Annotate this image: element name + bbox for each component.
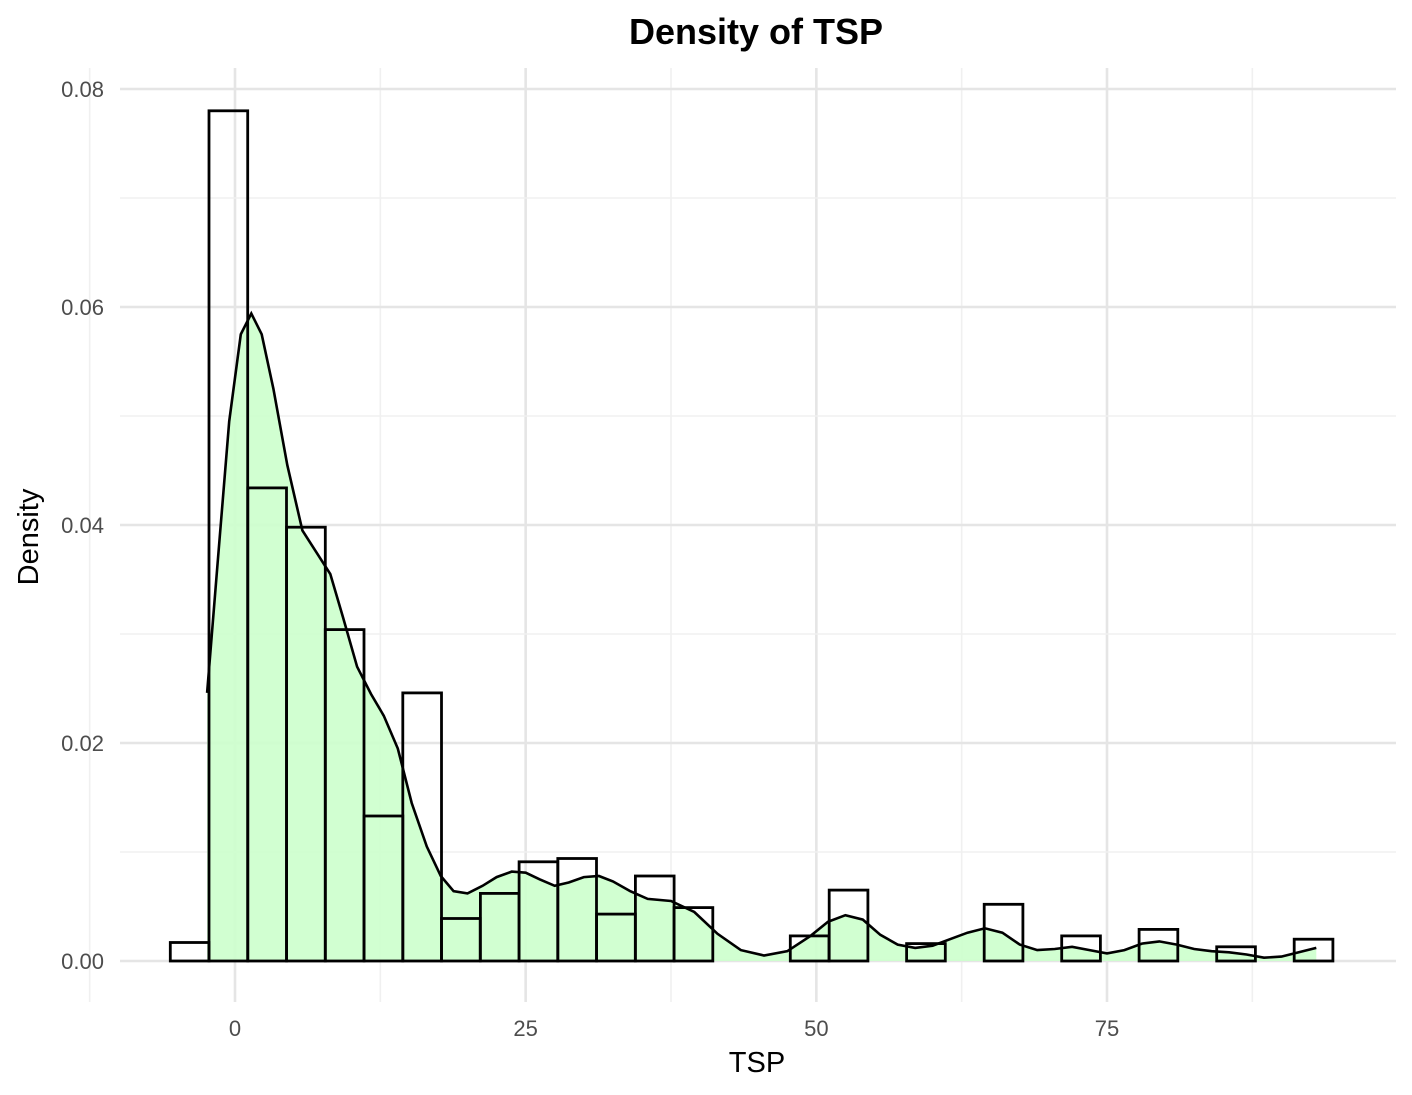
- y-tick-label: 0.08: [61, 77, 104, 102]
- density-line: [205, 310, 1317, 960]
- density-area: [207, 313, 1317, 961]
- histogram-bar: [401, 691, 443, 963]
- x-tick-label: 50: [804, 1016, 828, 1041]
- histogram-bar: [323, 628, 366, 963]
- histogram-bar: [672, 906, 715, 963]
- y-tick-label: 0.00: [61, 949, 104, 974]
- x-tick-label: 25: [513, 1016, 537, 1041]
- histogram-bar: [168, 941, 211, 963]
- density-curve-group: [207, 313, 1317, 961]
- histogram-bars: [168, 109, 1335, 963]
- x-axis-title: TSP: [729, 1047, 785, 1079]
- histogram-bar: [1292, 937, 1335, 963]
- y-tick-label: 0.02: [61, 731, 104, 756]
- chart-title: Density of TSP: [629, 11, 883, 52]
- histogram-bar: [1215, 945, 1257, 963]
- histogram-bar: [982, 902, 1025, 963]
- y-tick-label: 0.06: [61, 295, 104, 320]
- y-tick-label: 0.04: [61, 513, 104, 538]
- histogram-bar: [556, 857, 598, 963]
- y-axis-tick-labels: 0.00 0.02 0.04 0.06 0.08: [61, 77, 104, 974]
- x-tick-label: 0: [229, 1016, 241, 1041]
- y-axis-title: Density: [13, 488, 45, 585]
- x-axis-tick-labels: 0 25 50 75: [229, 1016, 1119, 1041]
- x-tick-label: 75: [1095, 1016, 1119, 1041]
- histogram-bar: [905, 942, 947, 963]
